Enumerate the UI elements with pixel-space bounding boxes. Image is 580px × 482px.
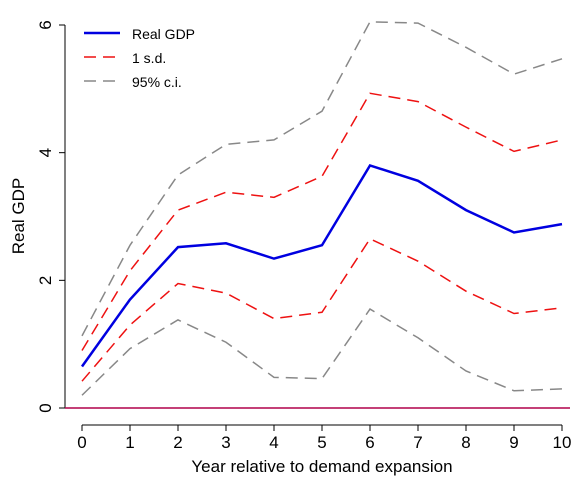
legend-label: Real GDP [132,26,195,42]
x-tick-label: 2 [173,433,182,452]
x-tick-label: 7 [413,433,422,452]
x-tick-label: 6 [365,433,374,452]
x-tick-label: 4 [269,433,278,452]
x-tick-label: 8 [461,433,470,452]
series-line [81,92,563,351]
x-axis-label: Year relative to demand expansion [191,457,452,476]
legend-label: 95% c.i. [132,74,182,90]
series-line [81,237,563,382]
y-tick-label: 2 [36,276,55,285]
x-tick-label: 10 [553,433,572,452]
x-tick-label: 1 [125,433,134,452]
x-tick-label: 3 [221,433,230,452]
y-tick-label: 0 [36,403,55,412]
x-tick-label: 5 [317,433,326,452]
x-tick-label: 9 [509,433,518,452]
series-line [81,308,563,396]
series-line [80,163,563,368]
y-tick-label: 6 [36,20,55,29]
y-tick-label: 4 [36,148,55,157]
x-tick-label: 0 [77,433,86,452]
series-line [81,21,563,337]
legend-label: 1 s.d. [132,50,166,66]
y-axis-label: Real GDP [9,178,28,255]
